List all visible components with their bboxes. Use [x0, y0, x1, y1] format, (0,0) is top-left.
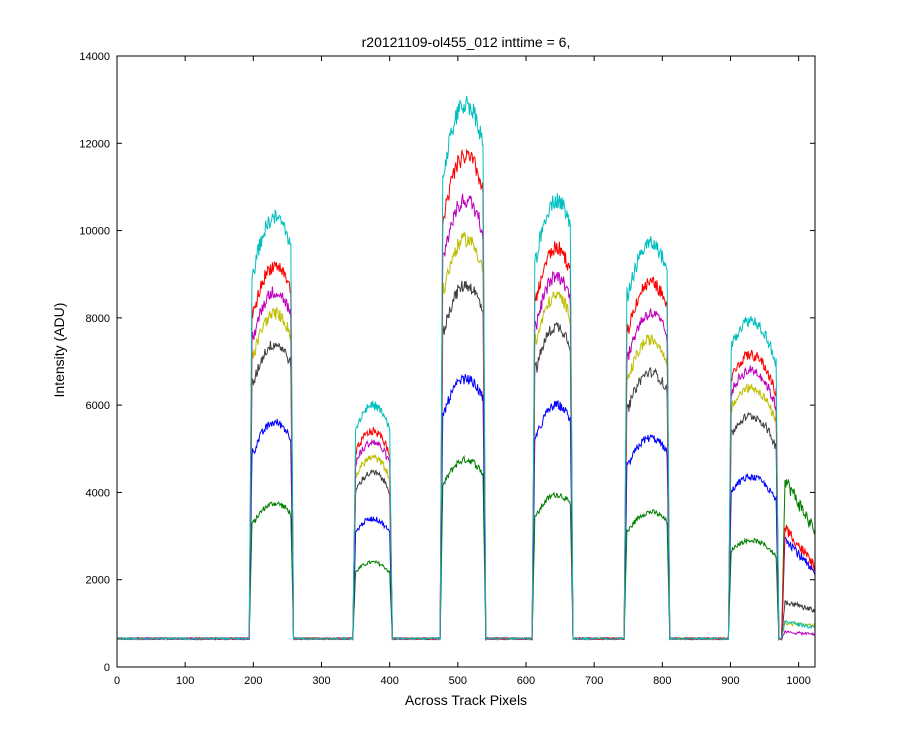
- x-tick-label: 200: [244, 675, 262, 687]
- y-axis: 0 2000 4000 6000 8000 10000 12000 14000: [79, 51, 815, 674]
- x-tick-label: 1000: [786, 675, 810, 687]
- plot-area: [117, 56, 815, 667]
- y-tick-label: 8000: [86, 313, 110, 325]
- y-tick-label: 12000: [79, 138, 110, 150]
- y-tick-label: 4000: [86, 487, 110, 499]
- x-axis: 0 100 200 300 400 500 600 700 800 900 1000: [114, 56, 811, 687]
- x-tick-label: 400: [380, 675, 398, 687]
- y-tick-label: 10000: [79, 226, 110, 238]
- x-tick-label: 500: [449, 675, 467, 687]
- series-layer: [116, 95, 816, 642]
- chart-title: r20121109-ol455_012 inttime = 6,: [362, 34, 571, 50]
- x-axis-title: Across Track Pixels: [405, 692, 527, 708]
- series-line: [116, 95, 816, 641]
- plot-frame: [116, 55, 816, 668]
- x-tick-label: 600: [517, 675, 535, 687]
- x-tick-label: 700: [585, 675, 603, 687]
- y-tick-label: 6000: [86, 400, 110, 412]
- y-tick-label: 14000: [79, 51, 110, 63]
- y-tick-label: 2000: [86, 575, 110, 587]
- x-tick-label: 0: [114, 675, 120, 687]
- x-tick-label: 300: [312, 675, 330, 687]
- y-axis-title: Intensity (ADU): [51, 303, 67, 398]
- x-tick-label: 900: [721, 675, 739, 687]
- y-tick-label: 0: [104, 662, 110, 674]
- x-tick-label: 100: [176, 675, 194, 687]
- x-tick-label: 800: [653, 675, 671, 687]
